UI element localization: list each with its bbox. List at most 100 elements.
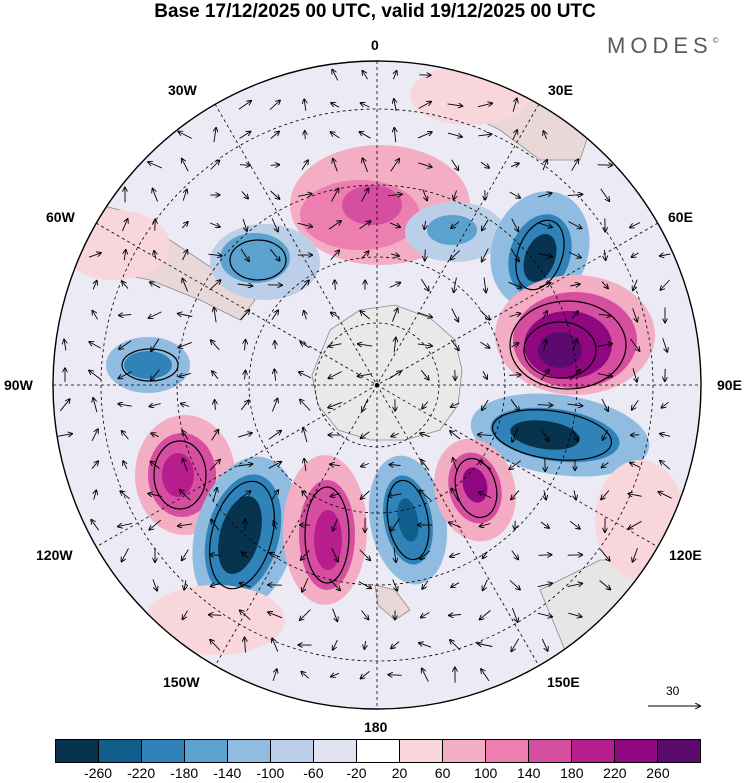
wind-vector-arrow [484, 277, 486, 293]
wind-vector-arrow [630, 338, 639, 351]
colorbar-tick-label: 260 [646, 765, 670, 781]
colorbar-tick-label: 100 [473, 765, 498, 781]
wind-vector-arrow [510, 248, 519, 262]
wind-vector-arrow [241, 191, 248, 198]
wind-vector-arrow [478, 435, 493, 436]
wind-vector-arrow [331, 673, 340, 676]
colorbar-tick-label: 180 [560, 765, 584, 781]
wind-vector-arrow [390, 159, 399, 172]
wind-vector-arrow [240, 400, 249, 411]
wind-vector-arrow [300, 400, 311, 411]
wind-vector-arrow [628, 494, 642, 497]
anomaly-cell [523, 233, 557, 283]
wind-vector-arrow [419, 643, 432, 648]
wind-vector-arrow [483, 579, 488, 591]
wind-vector-arrow [149, 519, 161, 530]
wind-vector-arrow [510, 163, 519, 166]
lon-label-60w: 60W [46, 209, 75, 225]
wind-vector-arrow [270, 190, 280, 199]
wind-vector-arrow [452, 488, 459, 502]
wind-vector-arrow [483, 551, 488, 559]
wind-vector-arrow [629, 520, 642, 528]
wind-vector-arrow [451, 221, 460, 228]
wind-vector-arrow [451, 402, 460, 407]
wind-vector-arrow [91, 429, 98, 442]
wind-vector-arrow [394, 547, 396, 562]
wind-vector-arrow [658, 492, 672, 499]
wind-vector-arrow [391, 308, 397, 322]
wind-vector-arrow [479, 492, 492, 499]
wind-vector-arrow [331, 548, 338, 561]
colorbar-swatch [270, 740, 313, 762]
colorbar-swatch [614, 740, 657, 762]
wind-vector-arrow [182, 431, 189, 440]
wind-vector-arrow [121, 219, 127, 232]
wind-vector-arrow [272, 638, 279, 652]
wind-vector-arrow [422, 580, 429, 589]
colorbar-tick-label: -140 [213, 765, 242, 781]
wind-vector-arrow [123, 461, 127, 470]
wind-vector-arrow [331, 132, 340, 139]
wind-vector-arrow [568, 251, 581, 257]
wind-vector-arrow [214, 308, 216, 323]
wind-vector-arrow [240, 583, 251, 588]
wind-vector-arrow [600, 188, 610, 201]
wind-vector-arrow [151, 369, 160, 381]
wind-vector-arrow [479, 461, 492, 470]
wind-vector-arrow [245, 371, 246, 380]
contour-line [515, 219, 565, 291]
wind-vector-arrow [302, 491, 309, 499]
wind-vector-arrow [451, 582, 460, 588]
anomaly-cell [538, 332, 582, 368]
wind-vector-arrow [568, 612, 581, 617]
wind-vector-arrow [482, 370, 487, 379]
wind-vector-arrow [570, 284, 580, 286]
wind-vector-arrow [418, 102, 431, 109]
wind-vector-arrow [210, 161, 220, 170]
wind-vector-arrow [537, 612, 552, 617]
wind-vector-arrow [544, 131, 547, 140]
wind-vector-field [57, 70, 672, 683]
wind-vector-arrow [209, 280, 221, 291]
wind-vector-arrow [122, 431, 129, 440]
wind-vector-arrow [630, 222, 641, 228]
wind-vector-arrow [451, 308, 459, 321]
wind-vector-arrow [477, 103, 492, 108]
wind-vector-arrow [391, 641, 400, 649]
wind-vector-arrow [304, 459, 306, 472]
contour-line [153, 440, 207, 510]
wind-vector-arrow [599, 580, 611, 590]
wind-vector-arrow [271, 490, 279, 501]
wind-vector-arrow [361, 431, 370, 438]
contour-line [454, 457, 498, 519]
contour-line [523, 321, 597, 379]
wind-vector-arrow [274, 521, 277, 530]
wind-vector-arrow [574, 490, 576, 500]
wind-vector-arrow [510, 399, 519, 410]
lon-label-120e: 120E [669, 547, 702, 563]
colorbar-tick-label: 220 [603, 765, 627, 781]
map-boundary [52, 60, 702, 710]
wind-vector-arrow [183, 459, 188, 472]
wind-vector-arrow [358, 344, 373, 346]
wind-vector-arrow [393, 71, 396, 80]
wind-vector-arrow [209, 615, 222, 616]
colorbar-swatch [657, 740, 700, 762]
wind-vector-arrow [454, 277, 457, 293]
wind-vector-arrow [632, 368, 637, 382]
wind-vector-arrow [93, 398, 98, 413]
wind-vector-arrow [537, 252, 552, 256]
wind-vector-arrow [215, 400, 216, 410]
wind-vector-arrow [389, 283, 401, 288]
colorbar-ticks: -260 -220 -180 -140 -100 -60 -20 20 60 100 140 180 2… [0, 765, 750, 783]
wind-vector-arrow [240, 310, 250, 321]
wind-vector-arrow [660, 434, 671, 437]
wind-vector-arrow [239, 165, 250, 166]
wind-vector-arrow [394, 128, 395, 143]
lon-label-150w: 150W [163, 674, 200, 690]
wind-vector-arrow [212, 371, 219, 380]
wind-vector-arrow [182, 250, 188, 261]
wind-vector-arrow [124, 250, 125, 261]
wind-vector-arrow [89, 371, 102, 380]
